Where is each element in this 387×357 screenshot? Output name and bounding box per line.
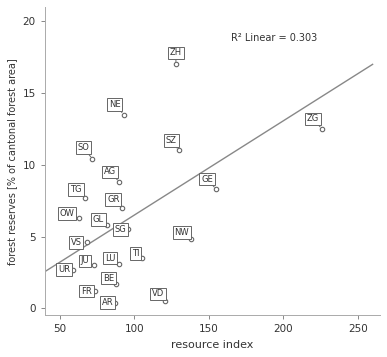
Text: SO: SO — [77, 143, 89, 152]
X-axis label: resource index: resource index — [171, 340, 253, 350]
Text: NE: NE — [109, 100, 121, 109]
Text: BE: BE — [103, 274, 115, 283]
Text: GE: GE — [201, 175, 213, 183]
Text: VD: VD — [152, 290, 164, 298]
Y-axis label: forest reserves [% of cantonal forest area]: forest reserves [% of cantonal forest ar… — [7, 58, 17, 265]
Text: R² Linear = 0.303: R² Linear = 0.303 — [231, 33, 317, 43]
Text: NW: NW — [175, 228, 189, 237]
Text: JU: JU — [81, 256, 89, 266]
Text: LU: LU — [105, 253, 116, 262]
Text: GR: GR — [107, 195, 120, 204]
Text: GL: GL — [93, 215, 104, 224]
Text: FR: FR — [81, 287, 92, 296]
Text: TI: TI — [132, 249, 139, 258]
Text: AR: AR — [101, 298, 113, 307]
Text: VS: VS — [70, 238, 82, 247]
Text: SZ: SZ — [166, 136, 177, 145]
Text: AG: AG — [104, 167, 116, 176]
Text: TG: TG — [70, 185, 82, 194]
Text: OW: OW — [60, 209, 75, 218]
Text: SG: SG — [115, 225, 127, 234]
Text: UR: UR — [58, 265, 70, 274]
Text: ZG: ZG — [307, 114, 319, 124]
Text: ZH: ZH — [170, 48, 182, 57]
